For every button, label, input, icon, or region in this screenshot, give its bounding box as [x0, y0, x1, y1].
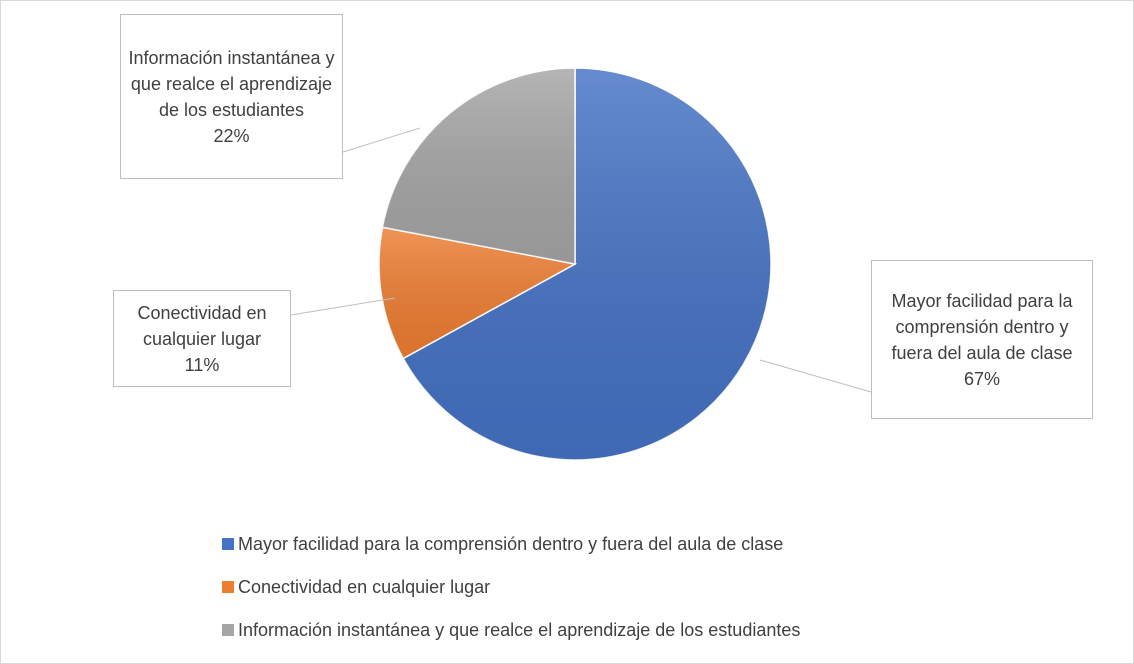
legend-item: Información instantánea y que realce el … — [222, 620, 800, 640]
legend-swatch — [222, 624, 234, 636]
data-label-category: Mayor facilidad para la comprensión dent… — [891, 290, 1073, 363]
data-label-value: 67% — [963, 368, 1001, 389]
data-label: Mayor facilidad para la comprensión dent… — [871, 260, 1093, 419]
legend-label: Mayor facilidad para la comprensión dent… — [238, 533, 784, 554]
leader-line — [759, 359, 872, 393]
legend-swatch — [222, 538, 234, 550]
data-label-category: Información instantánea y que realce el … — [128, 47, 335, 120]
data-label: Información instantánea y que realce el … — [120, 14, 343, 179]
legend-label: Conectividad en cualquier lugar — [238, 576, 491, 597]
leader-line — [290, 297, 396, 316]
legend-item: Conectividad en cualquier lugar — [222, 577, 490, 597]
legend-item: Mayor facilidad para la comprensión dent… — [222, 534, 783, 554]
data-label-value: 11% — [184, 354, 220, 375]
legend-label: Información instantánea y que realce el … — [238, 619, 801, 640]
legend-swatch — [222, 581, 234, 593]
leader-line — [342, 127, 421, 153]
data-label: Conectividad en cualquier lugar 11% — [113, 290, 291, 387]
data-label-value: 22% — [213, 125, 250, 146]
data-label-category: Conectividad en cualquier lugar — [137, 302, 267, 349]
